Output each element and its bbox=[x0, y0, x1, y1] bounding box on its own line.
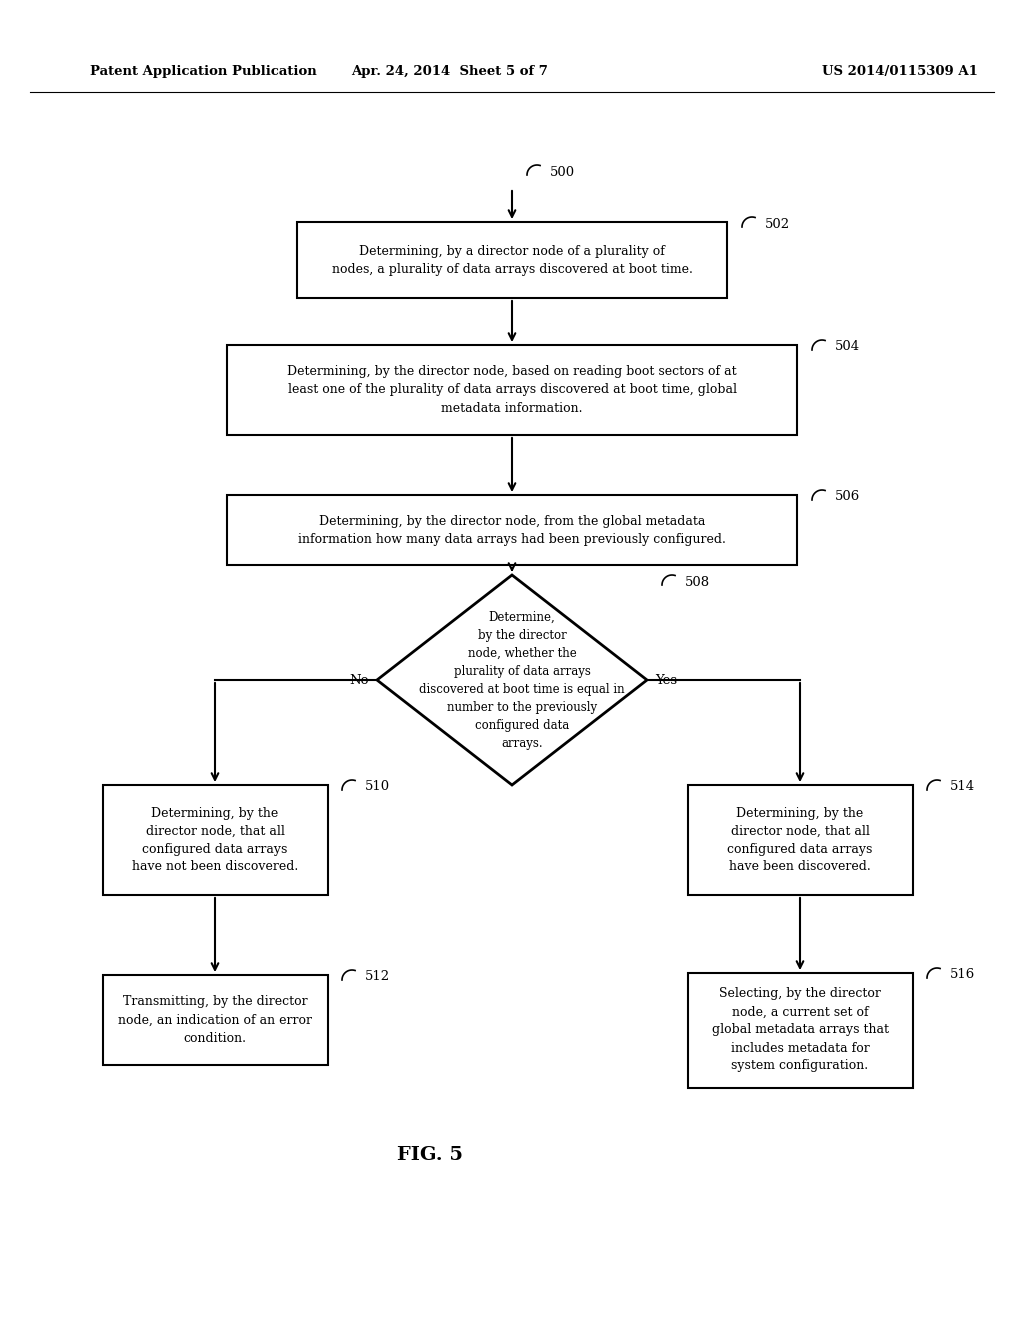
Text: 502: 502 bbox=[765, 218, 791, 231]
Bar bbox=[102, 975, 328, 1065]
Text: 510: 510 bbox=[365, 780, 390, 793]
Text: 506: 506 bbox=[835, 491, 860, 503]
Text: 508: 508 bbox=[685, 576, 710, 589]
Text: 516: 516 bbox=[950, 969, 975, 982]
Text: Yes: Yes bbox=[655, 673, 677, 686]
Text: Determining, by the
director node, that all
configured data arrays
have not been: Determining, by the director node, that … bbox=[132, 807, 298, 874]
Bar bbox=[687, 973, 912, 1088]
Bar bbox=[227, 495, 797, 565]
Text: Transmitting, by the director
node, an indication of an error
condition.: Transmitting, by the director node, an i… bbox=[118, 995, 312, 1044]
Text: Determining, by a director node of a plurality of
nodes, a plurality of data arr: Determining, by a director node of a plu… bbox=[332, 244, 692, 276]
Bar bbox=[687, 785, 912, 895]
Text: Determining, by the director node, based on reading boot sectors of at
least one: Determining, by the director node, based… bbox=[287, 366, 737, 414]
Bar bbox=[297, 222, 727, 298]
Bar bbox=[227, 345, 797, 436]
Polygon shape bbox=[377, 576, 647, 785]
Text: Apr. 24, 2014  Sheet 5 of 7: Apr. 24, 2014 Sheet 5 of 7 bbox=[351, 66, 549, 78]
Text: No: No bbox=[349, 673, 369, 686]
Text: 504: 504 bbox=[835, 341, 860, 354]
Text: Determining, by the director node, from the global metadata
information how many: Determining, by the director node, from … bbox=[298, 515, 726, 545]
Text: 500: 500 bbox=[550, 165, 575, 178]
Text: 512: 512 bbox=[365, 970, 390, 983]
Text: FIG. 5: FIG. 5 bbox=[397, 1146, 463, 1164]
Bar bbox=[102, 785, 328, 895]
Text: 514: 514 bbox=[950, 780, 975, 793]
Text: Selecting, by the director
node, a current set of
global metadata arrays that
in: Selecting, by the director node, a curre… bbox=[712, 987, 889, 1072]
Text: Determining, by the
director node, that all
configured data arrays
have been dis: Determining, by the director node, that … bbox=[727, 807, 872, 874]
Text: US 2014/0115309 A1: US 2014/0115309 A1 bbox=[822, 66, 978, 78]
Text: Determine,
by the director
node, whether the
plurality of data arrays
discovered: Determine, by the director node, whether… bbox=[419, 610, 625, 750]
Text: Patent Application Publication: Patent Application Publication bbox=[90, 66, 316, 78]
